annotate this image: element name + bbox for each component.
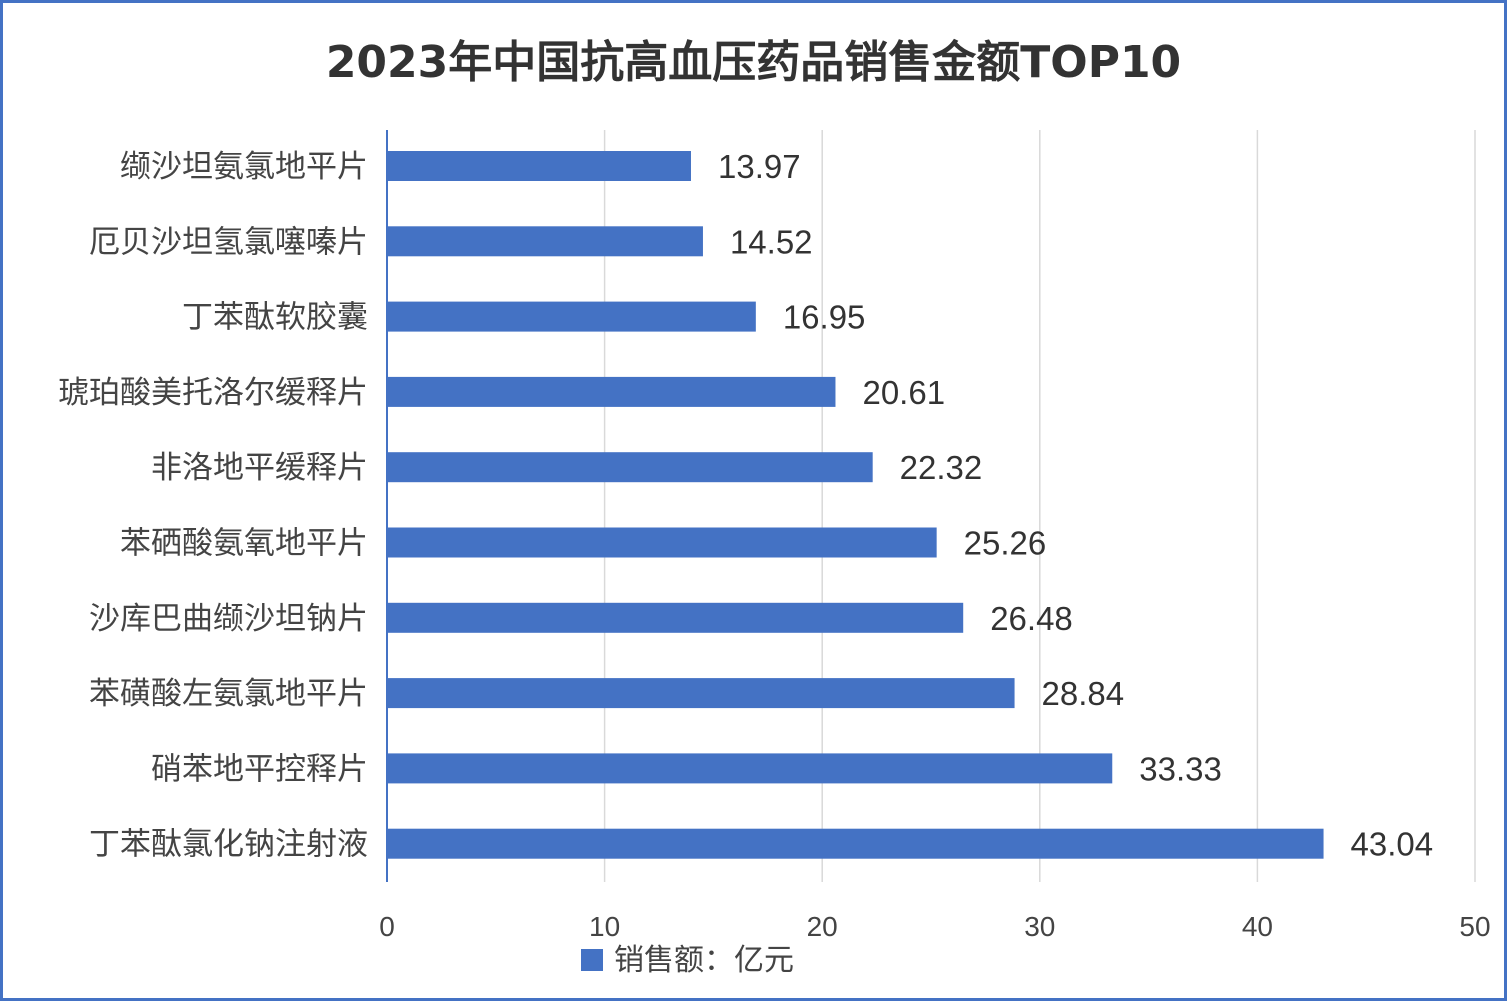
data-labels: 13.97 14.52 16.95 20.61 22.32 25.26 26.48 28.84… [718, 148, 1433, 863]
bar [387, 678, 1015, 709]
x-tick-label: 40 [1242, 911, 1273, 942]
bar [387, 226, 703, 257]
chart-title: 2023年中国抗高血压药品销售金额TOP10 [325, 37, 1182, 88]
bar [387, 828, 1324, 859]
data-label: 26.48 [990, 600, 1073, 637]
bar [387, 151, 691, 181]
x-tick-label: 20 [807, 911, 838, 942]
category-label: 非洛地平缓释片 [151, 450, 368, 486]
data-label: 28.84 [1042, 675, 1125, 712]
x-tick-label: 10 [589, 911, 620, 942]
bar [387, 452, 873, 483]
legend: 销售额：亿元 [581, 943, 794, 978]
category-label: 苯硒酸氨氧地平片 [120, 526, 368, 562]
data-label: 20.61 [862, 374, 945, 411]
category-label: 沙库巴曲缬沙坦钠片 [89, 601, 368, 637]
x-tick-label: 30 [1024, 911, 1055, 942]
category-label: 丁苯酞软胶囊 [182, 300, 368, 336]
legend-swatch [581, 949, 603, 971]
data-label: 43.04 [1351, 826, 1434, 863]
bar [387, 527, 937, 558]
data-label: 22.32 [900, 449, 983, 486]
category-label: 缬沙坦氨氯地平片 [120, 149, 368, 185]
category-label: 丁苯酞氯化钠注射液 [89, 827, 368, 863]
bar [387, 301, 756, 332]
category-label: 硝苯地平控释片 [151, 751, 368, 787]
x-tick-label: 0 [379, 911, 395, 942]
category-label: 苯磺酸左氨氯地平片 [89, 676, 368, 712]
category-label: 琥珀酸美托洛尔缓释片 [58, 375, 368, 411]
data-label: 25.26 [964, 525, 1047, 562]
data-label: 16.95 [783, 299, 866, 336]
x-tick-label: 50 [1459, 911, 1490, 942]
bars [387, 151, 1324, 859]
bar [387, 602, 964, 633]
bar [387, 753, 1113, 784]
legend-label: 销售额：亿元 [614, 943, 794, 978]
category-label: 厄贝沙坦氢氯噻嗪片 [89, 224, 368, 260]
data-label: 33.33 [1139, 750, 1222, 787]
data-label: 14.52 [730, 223, 813, 260]
category-labels: 缬沙坦氨氯地平片厄贝沙坦氢氯噻嗪片丁苯酞软胶囊琥珀酸美托洛尔缓释片非洛地平缓释片… [58, 149, 368, 863]
bar [387, 376, 836, 407]
x-axis-ticks: 0 10 20 30 40 50 [379, 911, 1490, 942]
data-label: 13.97 [718, 148, 801, 185]
